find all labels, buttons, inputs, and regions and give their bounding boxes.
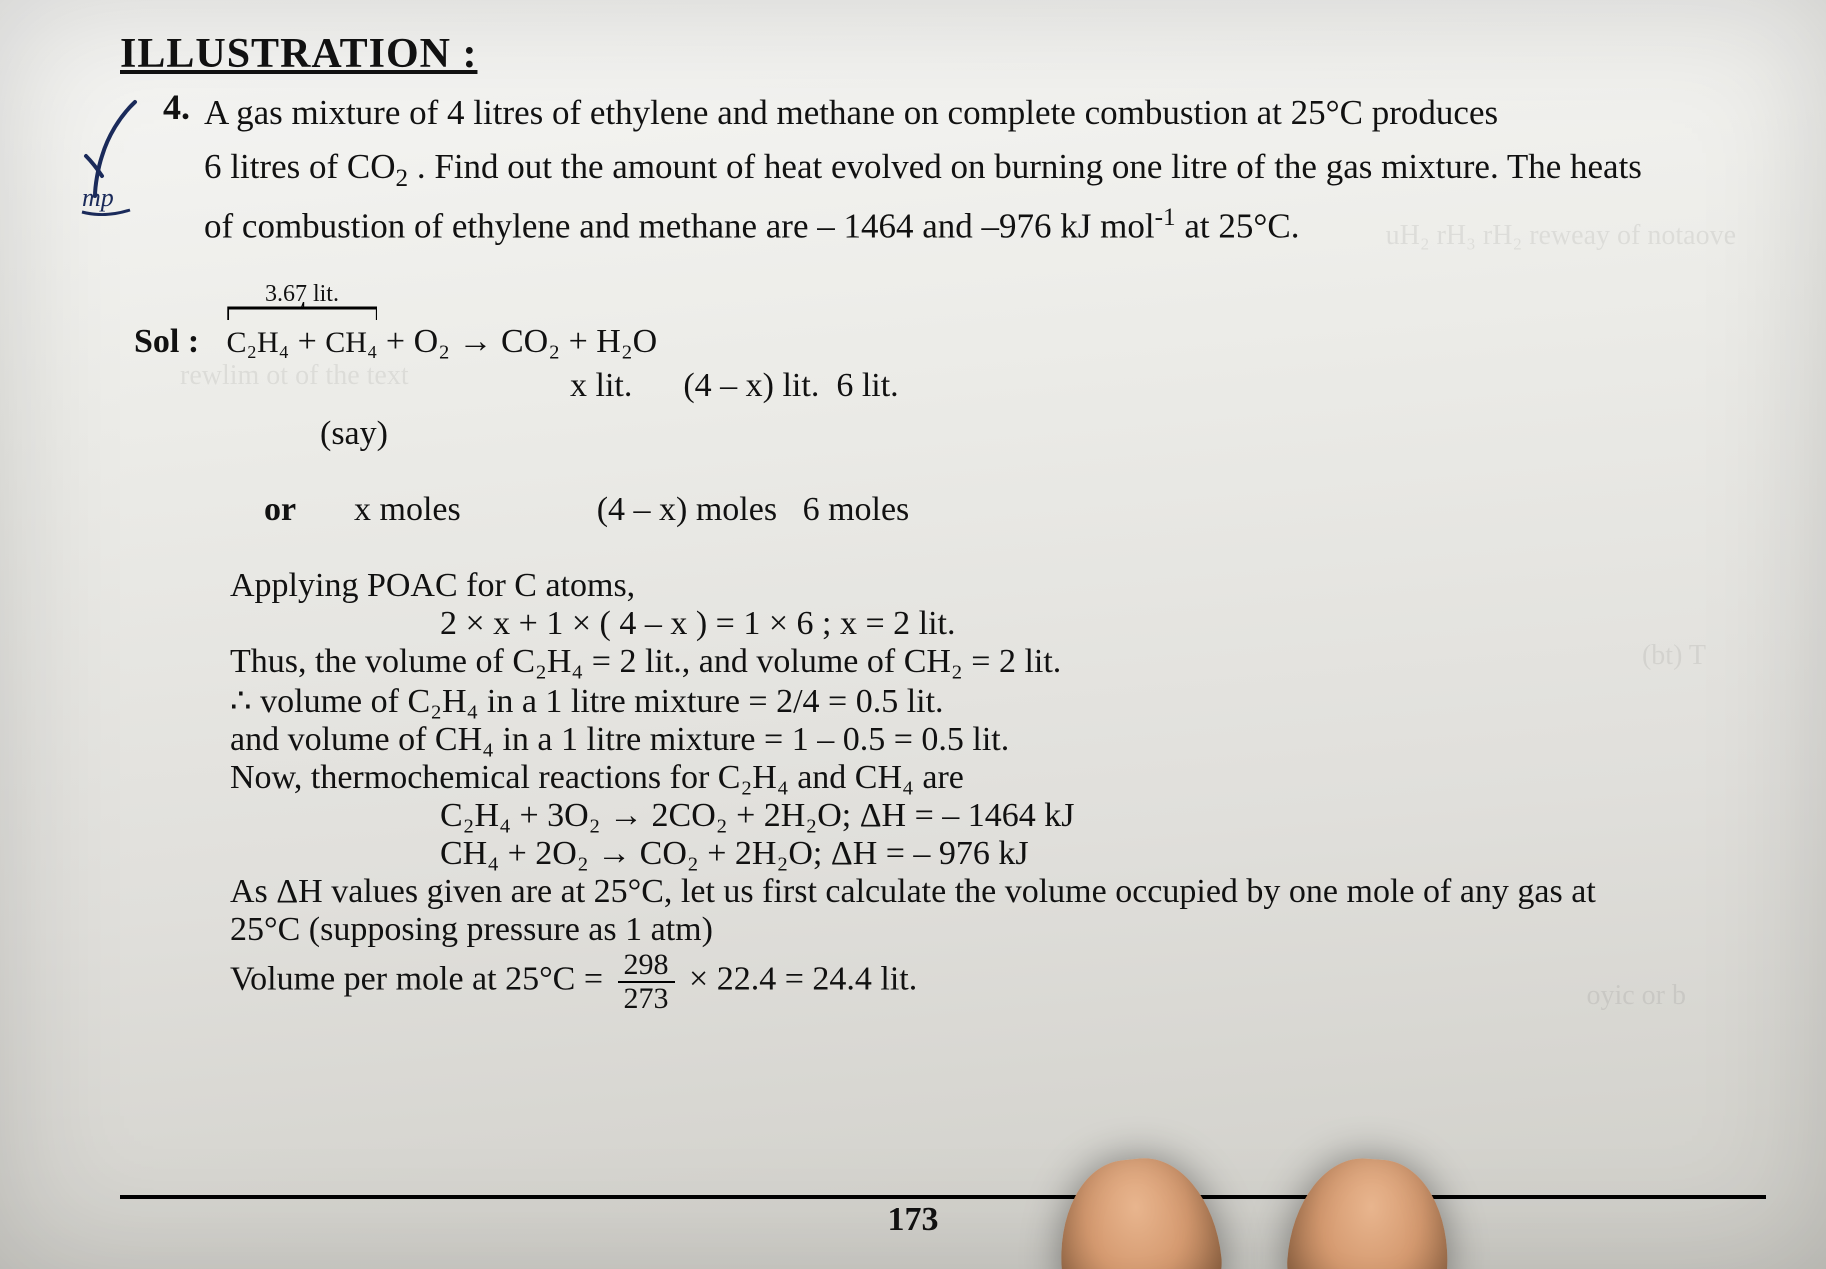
therefore-line: ∴ volume of C₂H₄ in a 1 litre mixture = … <box>230 681 1766 721</box>
eq-row-3: x moles (4 – x) moles 6 moles <box>354 491 909 528</box>
q-line-2b: . Find out the amount of heat evolved on… <box>408 147 1642 186</box>
solution-block: Sol : 3.67 lit. C₂H₄ + CH₄ + O₂ → CO₂ + … <box>134 276 1766 367</box>
finger-right <box>1284 1154 1455 1269</box>
thus-line: Thus, the volume of C₂H₄ = 2 lit., and v… <box>230 643 1766 681</box>
fraction: 298 273 <box>618 949 675 1014</box>
question-number: 4. <box>163 87 190 127</box>
eq-row-2: x lit. (4 – x) lit. 6 lit. <box>230 367 1766 405</box>
reaction-2: CH₄ + 2O₂ → CO₂ + 2H₂O; ΔH = – 976 kJ <box>440 835 1766 873</box>
eq-plus1: + <box>298 323 326 360</box>
say-label: (say) <box>320 415 1766 453</box>
hand-tick-icon: mp <box>80 96 150 216</box>
vpm-a: Volume per mole at 25°C = <box>230 961 612 998</box>
poac-eq: 2 × x + 1 × ( 4 – x ) = 1 × 6 ; x = 2 li… <box>440 605 1766 643</box>
as-dh-line: As ΔH values given are at 25°C, let us f… <box>230 873 1766 911</box>
vpm-b: × 22.4 = 24.4 lit. <box>689 961 917 998</box>
q-line-1: A gas mixture of 4 litres of ethylene an… <box>204 93 1498 132</box>
footer-rule <box>120 1195 1766 1199</box>
now-line: Now, thermochemical reactions for C₂H₄ a… <box>230 759 1766 797</box>
eq-ch4: CH₄ <box>325 326 377 359</box>
question-text: A gas mixture of 4 litres of ethylene an… <box>204 86 1766 254</box>
or-label: or <box>264 491 354 529</box>
textbook-page: uH₂ rH₃ rH₂ reweay of notaove rewlim ot … <box>0 0 1826 1269</box>
sol-label: Sol : <box>134 316 218 367</box>
or-row: orx moles (4 – x) moles 6 moles <box>230 453 1766 567</box>
eq-c2h4: C₂H₄ <box>227 326 290 359</box>
bracket-icon <box>227 302 378 322</box>
page-number: 173 <box>888 1201 939 1239</box>
reaction-1: C₂H₄ + 3O₂ → 2CO₂ + 2H₂O; ΔH = – 1464 kJ <box>440 797 1766 835</box>
section-heading: ILLUSTRATION : <box>120 30 1766 78</box>
and-vol-line: and volume of CH₄ in a 1 litre mixture =… <box>230 721 1766 759</box>
frac-num: 298 <box>618 949 675 983</box>
volume-per-mole-line: Volume per mole at 25°C = 298 273 × 22.4… <box>230 949 1766 1014</box>
frac-den: 273 <box>618 983 675 1015</box>
at25-line: 25°C (supposing pressure as 1 atm) <box>230 911 1766 949</box>
bracket-group: 3.67 lit. C₂H₄ + CH₄ <box>227 276 378 367</box>
fingertips <box>1059 1169 1479 1269</box>
poac-line: Applying POAC for C atoms, <box>230 567 1766 605</box>
question-row: 4. mp A gas mixture of 4 litres of ethyl… <box>120 86 1766 254</box>
eq-rest: + O₂ → CO₂ + H₂O <box>386 323 657 360</box>
q-line-3a: of combustion of ethylene and methane ar… <box>204 207 1155 246</box>
q-line-3b: at 25°C. <box>1176 207 1300 246</box>
finger-left <box>1051 1151 1227 1269</box>
sup-minus1: -1 <box>1155 204 1176 231</box>
q-line-2a: 6 litres of CO <box>204 147 396 186</box>
question-number-wrap: 4. mp <box>120 86 204 128</box>
sub-2: 2 <box>396 165 409 192</box>
hand-note: mp <box>82 183 114 212</box>
